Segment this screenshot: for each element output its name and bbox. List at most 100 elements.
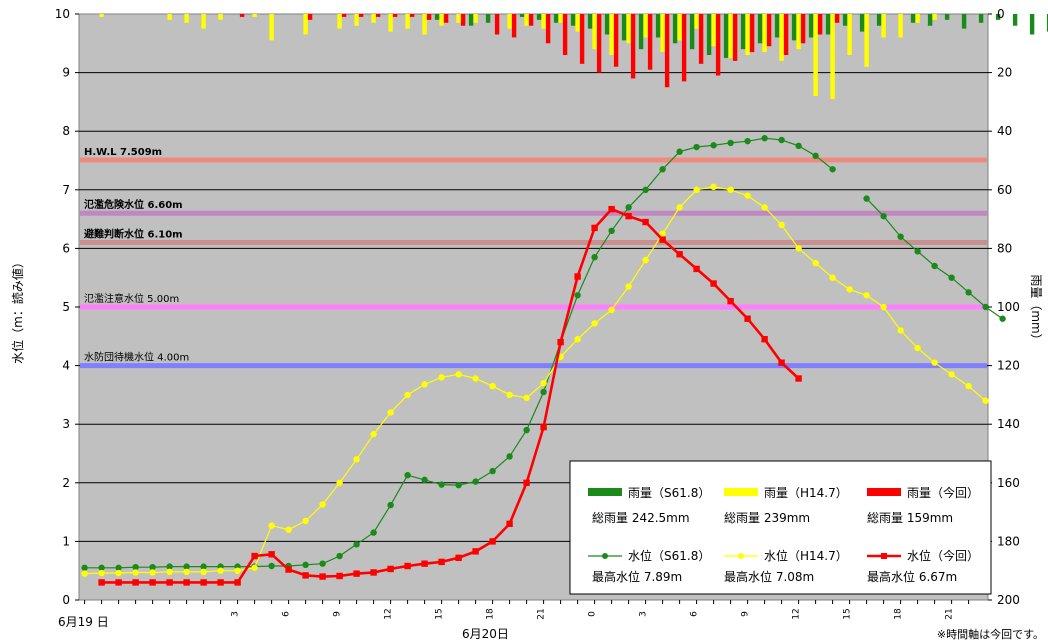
y-tick-label-right: 60: [997, 183, 1012, 197]
rain-bar: [558, 14, 563, 23]
series-point: [149, 569, 156, 576]
rain-bar: [621, 14, 627, 41]
series-point: [863, 195, 870, 202]
series-point: [387, 409, 394, 416]
rain-bar: [978, 14, 984, 23]
series-point: [251, 552, 258, 560]
series-point: [302, 561, 309, 569]
series-point: [200, 579, 207, 586]
rain-bar: [1029, 14, 1035, 35]
rain-bar: [932, 14, 937, 20]
y-tick-label-left: 2: [62, 476, 70, 490]
series-point: [642, 256, 649, 264]
rain-bar: [239, 14, 245, 17]
series-point: [472, 478, 479, 485]
y-tick-label-right: 120: [997, 359, 1020, 373]
series-point: [965, 382, 972, 390]
series-point: [676, 204, 683, 211]
series-point: [642, 186, 649, 193]
rain-bar: [456, 14, 461, 23]
rain-bar: [371, 14, 376, 23]
rain-bar: [167, 14, 172, 20]
series-point: [897, 327, 904, 334]
rain-bar: [269, 14, 274, 41]
y-tick-label-right: 160: [997, 476, 1020, 490]
rain-bar: [337, 14, 342, 29]
y-tick-label-left: 4: [62, 359, 70, 373]
y-tick-label-right: 80: [997, 241, 1012, 255]
rain-bar: [783, 14, 789, 56]
rain-bar: [341, 14, 347, 17]
legend-max: 最高水位 6.67m: [867, 569, 957, 584]
x-tick-label: 15: [435, 608, 445, 619]
rain-bar: [944, 14, 950, 20]
y-tick-label-right: 140: [997, 417, 1020, 431]
series-point: [336, 572, 343, 580]
rain-bar: [494, 14, 500, 35]
series-point: [132, 569, 139, 576]
series-point: [625, 283, 632, 290]
series-point: [353, 541, 360, 548]
legend: 雨量（S61.8） 総雨量 242.5mm 雨量（H14.7） 総雨量 239mm 雨量…: [569, 460, 992, 595]
series-point: [251, 564, 258, 571]
series-point: [574, 292, 581, 299]
series-point: [336, 479, 343, 486]
rain-bar: [579, 14, 585, 64]
series-point: [761, 135, 768, 142]
rain-bar: [1012, 14, 1018, 26]
x-tick-label: 3: [231, 611, 241, 617]
series-point: [540, 379, 547, 387]
y-tick-label-right: 180: [997, 534, 1020, 548]
series-point: [761, 204, 768, 211]
rain-bar: [354, 14, 359, 26]
series-point: [404, 562, 411, 570]
series-point: [523, 426, 530, 434]
series-point: [319, 573, 326, 580]
y-tick-label-left: 10: [55, 7, 70, 21]
y-axis-label-right: 雨量（mm）: [1029, 274, 1043, 345]
series-point: [200, 568, 207, 576]
rain-bar: [443, 14, 449, 23]
series-point: [268, 551, 275, 558]
series-point: [353, 570, 360, 577]
rain-bar: [519, 14, 525, 17]
rain-bar: [672, 14, 678, 44]
rain-bar: [817, 14, 823, 35]
rain-bar: [830, 14, 835, 99]
rain-bar: [545, 14, 551, 44]
rain-bar: [638, 14, 644, 50]
y-tick-label-left: 6: [62, 241, 70, 255]
series-point: [489, 467, 496, 475]
rain-bar: [927, 14, 933, 26]
series-point: [625, 212, 632, 220]
legend-total: 総雨量 239mm: [724, 511, 810, 525]
series-point: [455, 554, 462, 562]
y-tick-label-left: 5: [62, 300, 70, 314]
series-point: [744, 315, 751, 322]
series-point: [319, 560, 326, 567]
rain-bar: [825, 14, 831, 35]
rain-bar: [99, 14, 104, 17]
legend-label: 雨量（H14.7）: [764, 486, 848, 500]
rain-bar: [184, 14, 189, 23]
rain-bar: [779, 14, 784, 61]
rain-bar: [218, 14, 223, 20]
series-point: [149, 579, 156, 586]
legend-label: 水位（H14.7）: [764, 548, 848, 563]
threshold-label: H.W.L 7.509m: [84, 147, 162, 158]
series-point: [98, 569, 105, 577]
series-point: [761, 336, 768, 343]
series-point: [965, 289, 972, 296]
series-point: [710, 280, 717, 287]
series-point: [574, 336, 581, 343]
series-point: [812, 259, 819, 267]
rain-bar: [507, 14, 512, 29]
series-point: [166, 568, 173, 576]
series-point: [149, 563, 156, 571]
x-tick-label: 21: [945, 608, 955, 619]
series-point: [744, 137, 751, 145]
series-point: [778, 136, 785, 144]
rain-bar: [694, 14, 699, 29]
x-tick-label: 18: [894, 608, 904, 620]
